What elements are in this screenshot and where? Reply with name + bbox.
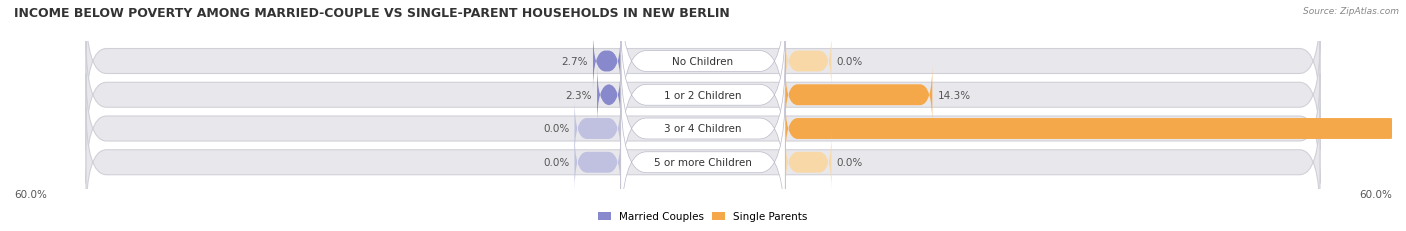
Text: 0.0%: 0.0% bbox=[837, 158, 863, 167]
FancyBboxPatch shape bbox=[620, 22, 786, 169]
Text: Source: ZipAtlas.com: Source: ZipAtlas.com bbox=[1303, 7, 1399, 16]
Text: 5 or more Children: 5 or more Children bbox=[654, 158, 752, 167]
FancyBboxPatch shape bbox=[786, 65, 932, 125]
Text: 60.0%: 60.0% bbox=[1360, 189, 1392, 199]
FancyBboxPatch shape bbox=[575, 133, 620, 192]
FancyBboxPatch shape bbox=[86, 108, 1320, 217]
Text: 14.3%: 14.3% bbox=[938, 90, 970, 100]
FancyBboxPatch shape bbox=[593, 32, 620, 92]
FancyBboxPatch shape bbox=[786, 133, 831, 192]
Text: No Children: No Children bbox=[672, 57, 734, 67]
FancyBboxPatch shape bbox=[620, 89, 786, 231]
Text: 0.0%: 0.0% bbox=[543, 124, 569, 134]
FancyBboxPatch shape bbox=[86, 7, 1320, 116]
Text: 3 or 4 Children: 3 or 4 Children bbox=[664, 124, 742, 134]
FancyBboxPatch shape bbox=[620, 0, 786, 135]
Text: INCOME BELOW POVERTY AMONG MARRIED-COUPLE VS SINGLE-PARENT HOUSEHOLDS IN NEW BER: INCOME BELOW POVERTY AMONG MARRIED-COUPL… bbox=[14, 7, 730, 20]
FancyBboxPatch shape bbox=[598, 65, 620, 125]
FancyBboxPatch shape bbox=[786, 32, 831, 92]
Legend: Married Couples, Single Parents: Married Couples, Single Parents bbox=[595, 207, 811, 226]
Text: 0.0%: 0.0% bbox=[543, 158, 569, 167]
FancyBboxPatch shape bbox=[620, 55, 786, 203]
Text: 60.0%: 60.0% bbox=[14, 189, 46, 199]
Text: 0.0%: 0.0% bbox=[837, 57, 863, 67]
FancyBboxPatch shape bbox=[786, 99, 1402, 159]
FancyBboxPatch shape bbox=[575, 99, 620, 159]
Text: 2.7%: 2.7% bbox=[561, 57, 588, 67]
Text: 2.3%: 2.3% bbox=[565, 90, 592, 100]
Text: 1 or 2 Children: 1 or 2 Children bbox=[664, 90, 742, 100]
FancyBboxPatch shape bbox=[86, 41, 1320, 150]
FancyBboxPatch shape bbox=[86, 74, 1320, 184]
